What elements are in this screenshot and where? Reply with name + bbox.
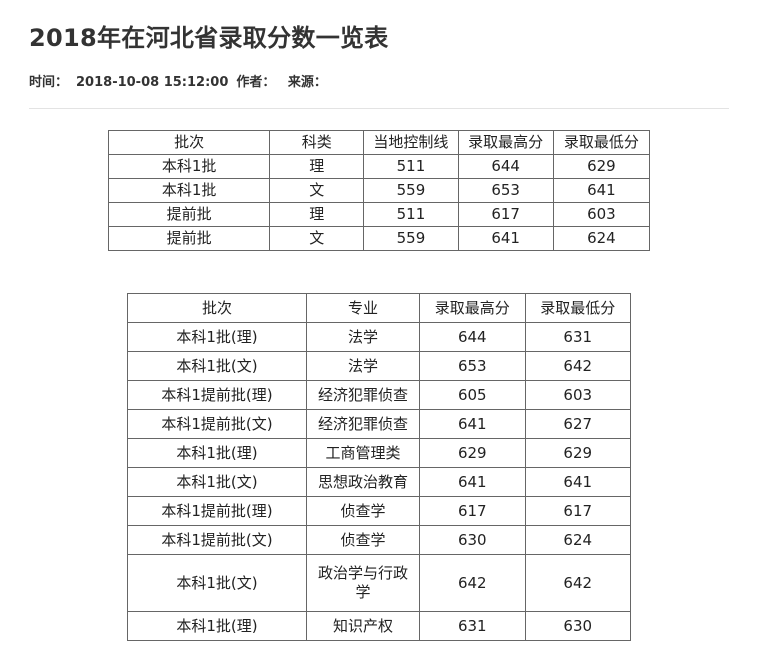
table-cell: 653 [457,178,554,203]
table-cell: 617 [457,202,554,227]
table-cell: 630 [524,611,631,641]
table-cell: 629 [552,154,651,179]
page-title: 2018年在河北省录取分数一览表 [29,24,389,52]
table-cell: 提前批 [107,226,271,251]
table-cell: 644 [457,154,554,179]
table-cell: 本科1提前批(理) [127,496,307,526]
column-header: 录取最高分 [457,130,554,155]
table-cell: 617 [524,496,631,526]
table-row: 本科1提前批(理) 经济犯罪侦查 605 603 [127,380,631,410]
column-header: 批次 [127,293,307,323]
table-cell: 经济犯罪侦查 [305,409,421,439]
table-row: 提前批理 511 617 603 [107,202,651,227]
table-cell: 559 [363,178,459,203]
table-cell: 617 [419,496,526,526]
table-cell: 工商管理类 [305,438,421,468]
table-cell: 本科1批(文) [127,467,307,497]
table-cell: 政治学与行政学 [305,554,421,612]
score-table-by-major: 批次 专业 录取最高分 录取最低分 本科1批(理) 法学 644 631 本科1批(文) 法学 65… [127,293,631,641]
column-header: 录取最高分 [419,293,526,323]
table-cell: 630 [419,525,526,555]
table-cell: 511 [363,154,459,179]
table-cell: 经济犯罪侦查 [305,380,421,410]
table-cell: 法学 [305,322,421,352]
time-label: 时间： [29,75,69,90]
table-row: 本科1提前批(理) 侦查学 617 617 [127,496,631,526]
table-cell: 559 [363,226,459,251]
column-header: 当地控制线 [363,130,459,155]
column-header: 录取最低分 [524,293,631,323]
table-cell: 624 [524,525,631,555]
table-row: 本科1提前批(文) 经济犯罪侦查 641 627 [127,409,631,439]
table-cell: 本科1批(文) [127,351,307,381]
table-cell: 本科1批(理) [127,322,307,352]
table-cell: 629 [524,438,631,468]
table-cell: 本科1批(理) [127,438,307,468]
table-cell: 提前批 [107,202,271,227]
header-row: 批次 专业 录取最高分 录取最低分 [127,293,631,323]
table-cell: 631 [419,611,526,641]
table-row: 本科1批理 511 644 629 [107,154,651,179]
source-label: 来源： [287,75,327,90]
table-cell: 本科1提前批(文) [127,409,307,439]
column-header: 批次 [107,130,271,155]
table-cell: 641 [419,467,526,497]
time-value: 2018-10-08 15:12:00 [76,75,229,90]
table-cell: 644 [419,322,526,352]
table-cell: 本科1提前批(理) [127,380,307,410]
table-cell: 侦查学 [305,525,421,555]
table-cell: 642 [524,554,631,612]
article-meta: 时间： 2018-10-08 15:12:00 作者： 来源： [29,71,335,90]
column-header: 专业 [305,293,421,323]
table-row: 本科1批(理) 知识产权 631 630 [127,611,631,641]
divider [29,108,729,109]
table-cell: 605 [419,380,526,410]
table-cell: 641 [524,467,631,497]
table-row: 本科1批(文) 思想政治教育 641 641 [127,467,631,497]
column-header: 科类 [269,130,365,155]
table-row: 提前批文 559 641 624 [107,226,651,251]
table-cell: 知识产权 [305,611,421,641]
table-cell: 603 [552,202,651,227]
table-row: 本科1批(理) 法学 644 631 [127,322,631,352]
table-cell: 627 [524,409,631,439]
table-cell: 本科1批 [107,178,271,203]
table-cell: 653 [419,351,526,381]
table-row: 本科1批文 559 653 641 [107,178,651,203]
score-table-by-category: 批次 科类 当地控制线 录取最高分 录取最低分 本科1批理 511 644 629 本科1批文 55… [107,130,651,251]
table-cell: 642 [524,351,631,381]
table-cell: 641 [457,226,554,251]
table-cell: 本科1提前批(文) [127,525,307,555]
table-cell: 本科1批(理) [127,611,307,641]
table-cell: 624 [552,226,651,251]
table-row: 本科1提前批(文) 侦查学 630 624 [127,525,631,555]
table-cell: 本科1批 [107,154,271,179]
table-cell: 641 [552,178,651,203]
table-cell: 侦查学 [305,496,421,526]
header-row: 批次 科类 当地控制线 录取最高分 录取最低分 [107,130,651,155]
table-cell: 631 [524,322,631,352]
table-cell: 法学 [305,351,421,381]
table-cell: 641 [419,409,526,439]
table-row: 本科1批(文) 法学 653 642 [127,351,631,381]
table-cell: 理 [269,154,365,179]
table-cell: 511 [363,202,459,227]
table-cell: 理 [269,202,365,227]
author-label: 作者： [236,75,276,90]
table-row: 本科1批(理) 工商管理类 629 629 [127,438,631,468]
table-cell: 文 [269,226,365,251]
table-row: 本科1批(文) 政治学与行政学 642 642 [127,554,631,612]
table-cell: 思想政治教育 [305,467,421,497]
table-cell: 629 [419,438,526,468]
table-cell: 本科1批(文) [127,554,307,612]
table-cell: 603 [524,380,631,410]
table-cell: 642 [419,554,526,612]
table-cell: 文 [269,178,365,203]
column-header: 录取最低分 [552,130,651,155]
